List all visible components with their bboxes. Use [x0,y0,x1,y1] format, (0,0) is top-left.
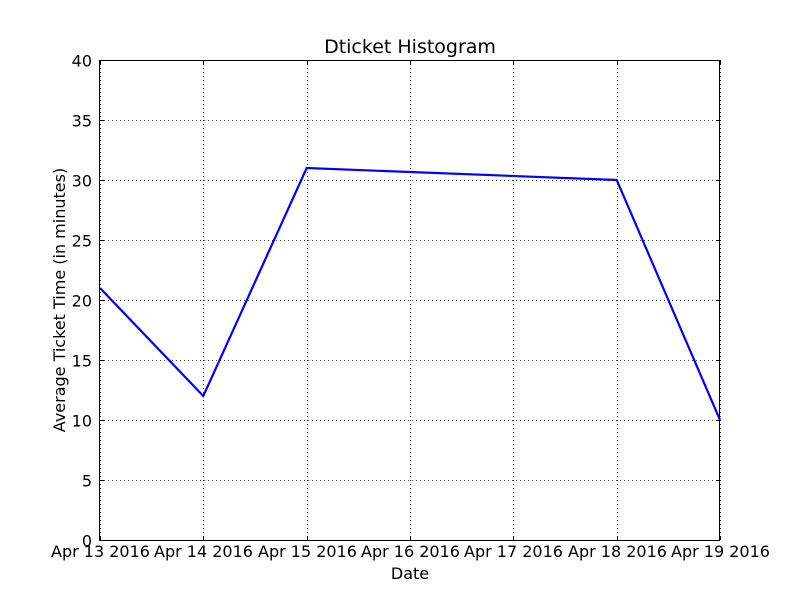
y-tick-label: 35 [72,112,92,131]
x-tick-label: Apr 17 2016 [464,542,563,561]
y-tick-label: 40 [72,52,92,71]
y-tick-labels: 0 5 10 15 20 25 30 35 40 [72,52,92,551]
y-tick-label: 20 [72,292,92,311]
tick-marks [100,60,721,541]
x-axis-label: Date [391,564,429,583]
x-tick-label: Apr 19 2016 [671,542,770,561]
x-tick-label: Apr 16 2016 [361,542,460,561]
grid-lines [100,60,721,541]
y-tick-label: 5 [82,472,92,491]
y-axis-label: Average Ticket Time (in minutes) [50,168,69,432]
chart-title: Dticket Histogram [324,36,496,58]
x-tick-label: Apr 18 2016 [568,542,667,561]
y-tick-label: 0 [82,532,92,551]
x-tick-label: Apr 13 2016 [51,542,150,561]
y-tick-label: 30 [72,172,92,191]
series-line [99,166,722,421]
y-tick-label: 15 [72,352,92,371]
x-tick-label: Apr 15 2016 [258,542,357,561]
series-layer [99,166,722,421]
x-tick-label: Apr 14 2016 [154,542,253,561]
y-tick-label: 25 [72,232,92,251]
x-tick-labels: Apr 13 2016 Apr 14 2016 Apr 15 2016 Apr 16 … [51,542,770,561]
y-tick-label: 10 [72,412,92,431]
